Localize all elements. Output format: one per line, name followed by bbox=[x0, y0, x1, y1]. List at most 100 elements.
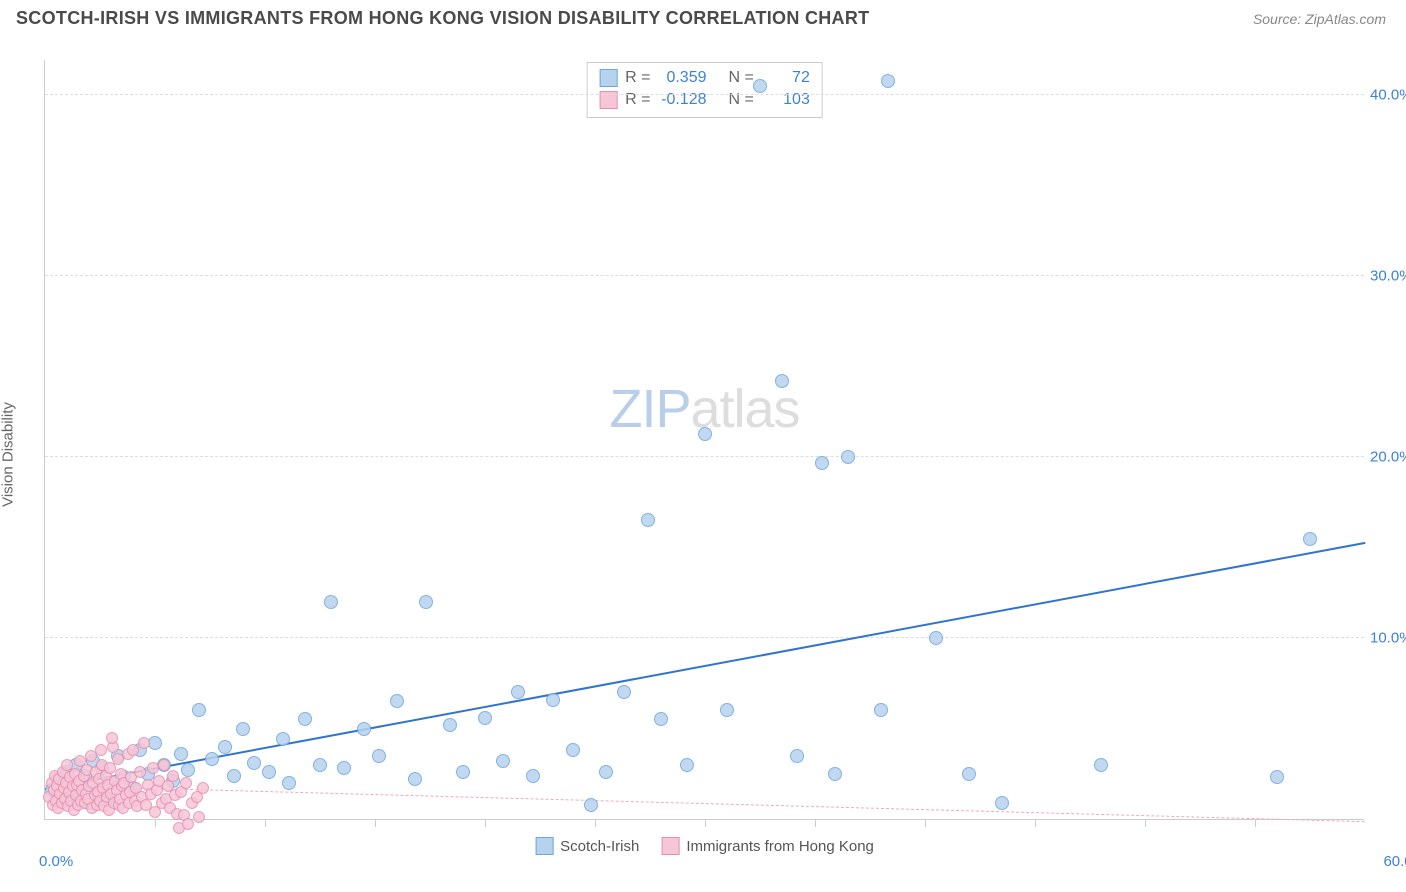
data-point bbox=[511, 685, 525, 699]
x-tick bbox=[1145, 819, 1146, 827]
legend-item-blue: Scotch-Irish bbox=[535, 837, 639, 855]
data-point bbox=[182, 818, 194, 830]
data-point bbox=[313, 758, 327, 772]
r-label: R = bbox=[625, 89, 650, 111]
stats-row-pink: R = -0.128 N = 103 bbox=[599, 89, 810, 111]
n-value-pink: 103 bbox=[762, 89, 810, 111]
data-point bbox=[1270, 770, 1284, 784]
scatter-plot: ZIPatlas R = 0.359 N = 72 R = -0.128 N =… bbox=[44, 60, 1364, 820]
data-point bbox=[148, 736, 162, 750]
chart-title: SCOTCH-IRISH VS IMMIGRANTS FROM HONG KON… bbox=[16, 8, 869, 29]
x-tick bbox=[485, 819, 486, 827]
y-tick-label: 40.0% bbox=[1370, 87, 1406, 104]
gridline: 40.0% bbox=[45, 94, 1364, 95]
data-point bbox=[298, 712, 312, 726]
n-value-blue: 72 bbox=[762, 67, 810, 89]
data-point bbox=[167, 770, 179, 782]
x-tick bbox=[1035, 819, 1036, 827]
trend-line bbox=[45, 542, 1365, 790]
data-point bbox=[546, 693, 560, 707]
data-point bbox=[357, 722, 371, 736]
x-end-label: 60.0% bbox=[1383, 853, 1406, 870]
n-label: N = bbox=[729, 89, 754, 111]
data-point bbox=[192, 703, 206, 717]
y-tick-label: 10.0% bbox=[1370, 630, 1406, 647]
gridline: 10.0% bbox=[45, 637, 1364, 638]
legend: Scotch-Irish Immigrants from Hong Kong bbox=[535, 837, 874, 855]
data-point bbox=[698, 427, 712, 441]
gridline: 30.0% bbox=[45, 275, 1364, 276]
x-tick bbox=[375, 819, 376, 827]
data-point bbox=[815, 456, 829, 470]
data-point bbox=[775, 374, 789, 388]
data-point bbox=[874, 703, 888, 717]
data-point bbox=[227, 769, 241, 783]
data-point bbox=[841, 450, 855, 464]
data-point bbox=[205, 752, 219, 766]
data-point bbox=[496, 754, 510, 768]
data-point bbox=[456, 765, 470, 779]
data-point bbox=[138, 737, 150, 749]
data-point bbox=[282, 776, 296, 790]
data-point bbox=[881, 74, 895, 88]
x-tick bbox=[155, 819, 156, 827]
r-label: R = bbox=[625, 67, 650, 89]
data-point bbox=[197, 782, 209, 794]
data-point bbox=[95, 744, 107, 756]
data-point bbox=[262, 765, 276, 779]
data-point bbox=[1094, 758, 1108, 772]
data-point bbox=[337, 761, 351, 775]
source-attribution: Source: ZipAtlas.com bbox=[1253, 11, 1386, 27]
x-tick bbox=[925, 819, 926, 827]
data-point bbox=[584, 798, 598, 812]
x-tick bbox=[705, 819, 706, 827]
data-point bbox=[753, 79, 767, 93]
legend-item-pink: Immigrants from Hong Kong bbox=[661, 837, 874, 855]
x-start-label: 0.0% bbox=[39, 853, 73, 870]
data-point bbox=[106, 732, 118, 744]
data-point bbox=[236, 722, 250, 736]
data-point bbox=[828, 767, 842, 781]
data-point bbox=[181, 763, 195, 777]
x-tick bbox=[1255, 819, 1256, 827]
data-point bbox=[641, 513, 655, 527]
data-point bbox=[218, 740, 232, 754]
correlation-stats-box: R = 0.359 N = 72 R = -0.128 N = 103 bbox=[586, 62, 823, 118]
data-point bbox=[390, 694, 404, 708]
data-point bbox=[617, 685, 631, 699]
x-tick bbox=[265, 819, 266, 827]
y-tick-label: 30.0% bbox=[1370, 268, 1406, 285]
data-point bbox=[408, 772, 422, 786]
data-point bbox=[680, 758, 694, 772]
x-tick bbox=[595, 819, 596, 827]
gridline: 20.0% bbox=[45, 456, 1364, 457]
swatch-blue bbox=[599, 69, 617, 87]
legend-label-blue: Scotch-Irish bbox=[560, 838, 639, 855]
data-point bbox=[127, 744, 139, 756]
data-point bbox=[566, 743, 580, 757]
data-point bbox=[276, 732, 290, 746]
r-value-blue: 0.359 bbox=[659, 67, 707, 89]
data-point bbox=[654, 712, 668, 726]
data-point bbox=[180, 777, 192, 789]
swatch-pink bbox=[661, 837, 679, 855]
data-point bbox=[193, 811, 205, 823]
data-point bbox=[790, 749, 804, 763]
data-point bbox=[526, 769, 540, 783]
data-point bbox=[158, 759, 170, 771]
n-label: N = bbox=[729, 67, 754, 89]
data-point bbox=[962, 767, 976, 781]
data-point bbox=[599, 765, 613, 779]
swatch-blue bbox=[535, 837, 553, 855]
stats-row-blue: R = 0.359 N = 72 bbox=[599, 67, 810, 89]
y-axis-label: Vision Disability bbox=[0, 402, 17, 507]
data-point bbox=[247, 756, 261, 770]
data-point bbox=[324, 595, 338, 609]
data-point bbox=[419, 595, 433, 609]
data-point bbox=[134, 766, 146, 778]
data-point bbox=[995, 796, 1009, 810]
r-value-pink: -0.128 bbox=[659, 89, 707, 111]
y-tick-label: 20.0% bbox=[1370, 449, 1406, 466]
data-point bbox=[443, 718, 457, 732]
data-point bbox=[174, 747, 188, 761]
